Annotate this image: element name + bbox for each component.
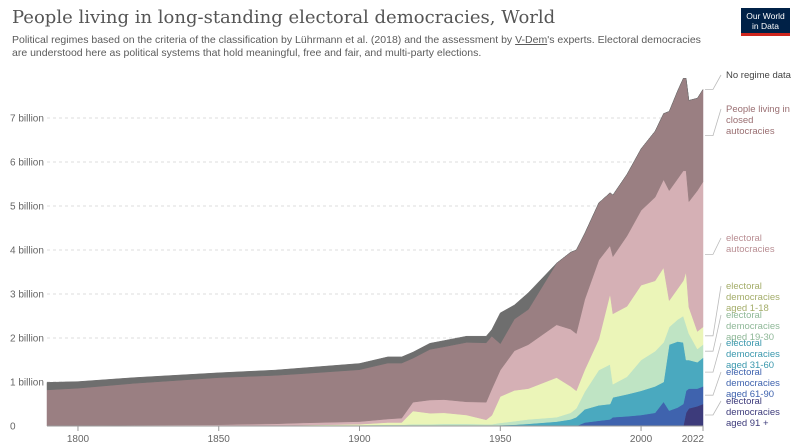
legend-label[interactable]: electoral democracies aged 61-90 (726, 367, 780, 400)
legend-connector (705, 74, 722, 90)
x-tick-label: 2000 (630, 434, 653, 445)
y-tick-label: 5 billion (10, 202, 44, 213)
legend-label[interactable]: electoral democracies aged 19-30 (726, 310, 780, 343)
legend-connector (705, 371, 722, 396)
x-axis: 1800 1850 1900 1950 2000 2022 (47, 425, 705, 445)
y-axis-ticks: 0 1 billion 2 billion 3 billion 4 billion 5 b… (10, 114, 44, 433)
subtitle-text-start: Political regimes based on the criteria … (12, 34, 516, 46)
y-tick-label: 0 (10, 422, 16, 433)
y-tick-label: 1 billion (10, 378, 44, 389)
chart-subtitle: Political regimes based on the criteria … (12, 34, 717, 60)
x-tick-label: 1850 (208, 434, 231, 445)
legend-label[interactable]: electoral autocracies (726, 233, 775, 255)
legend-label[interactable]: People living in closed autocracies (726, 104, 790, 137)
y-tick-label: 7 billion (10, 114, 44, 125)
logo-line-1: Our World (746, 11, 785, 21)
logo-accent-bar (741, 33, 790, 36)
vdem-link[interactable]: V-Dem (515, 34, 548, 46)
legend-label[interactable]: No regime data (726, 70, 792, 81)
legend: No regime data People living in closed auto… (705, 70, 792, 429)
legend-connector (705, 342, 722, 373)
legend-connector (705, 285, 722, 337)
legend-label[interactable]: electoral democracies aged 31-60 (726, 338, 780, 371)
x-tick-label: 1950 (489, 434, 512, 445)
owid-logo[interactable]: Our World in Data (741, 8, 790, 36)
legend-connector (705, 400, 722, 416)
x-tick-label: 1900 (348, 434, 371, 445)
legend-label[interactable]: electoral democracies aged 1-18 (726, 281, 780, 314)
area-no-regime-data[interactable] (46, 78, 704, 391)
x-tick-label: 2022 (682, 434, 705, 445)
y-tick-label: 2 billion (10, 334, 44, 345)
y-tick-label: 6 billion (10, 158, 44, 169)
y-tick-label: 3 billion (10, 290, 44, 301)
legend-connector (705, 237, 722, 255)
stacked-areas (46, 78, 704, 427)
chart-title: People living in long-standing electoral… (12, 7, 556, 28)
x-tick-label: 1800 (67, 434, 90, 445)
logo-line-2: in Data (752, 21, 779, 31)
subtitle-text-end: 's experts. Electoral democracies are un… (12, 34, 701, 59)
y-tick-label: 4 billion (10, 246, 44, 257)
legend-connector (705, 314, 722, 352)
legend-label[interactable]: electoral democracies aged 91 + (726, 396, 780, 429)
legend-connector (705, 108, 722, 136)
